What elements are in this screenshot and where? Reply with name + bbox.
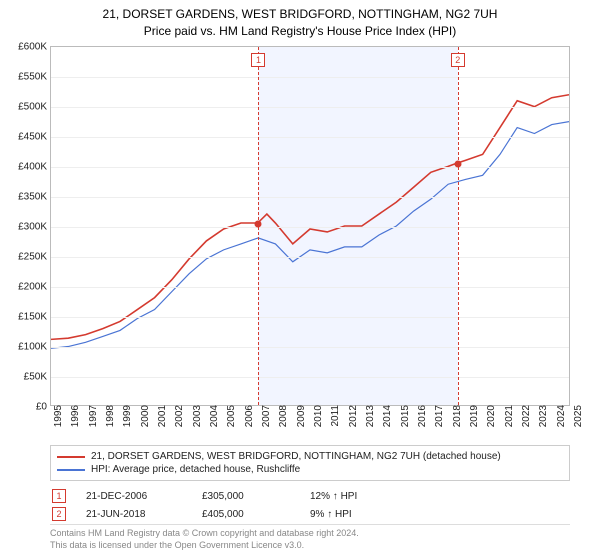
y-tick-label: £550K [18, 72, 51, 83]
y-tick-label: £250K [18, 252, 51, 263]
tx-price: £305,000 [202, 491, 302, 502]
x-tick-label: 2003 [188, 405, 203, 427]
x-tick-label: 2006 [240, 405, 255, 427]
gridline [51, 347, 569, 348]
x-tick-label: 2004 [205, 405, 220, 427]
event-vline [458, 47, 459, 405]
chart-container: 21, DORSET GARDENS, WEST BRIDGFORD, NOTT… [0, 0, 600, 560]
x-tick-label: 2023 [534, 405, 549, 427]
title-line1: 21, DORSET GARDENS, WEST BRIDGFORD, NOTT… [0, 6, 600, 23]
callout-box-icon: 1 [52, 489, 66, 503]
tx-date: 21-DEC-2006 [74, 491, 194, 502]
x-tick-label: 2009 [292, 405, 307, 427]
chart-area: £0£50K£100K£150K£200K£250K£300K£350K£400… [50, 46, 570, 406]
x-tick-label: 2001 [153, 405, 168, 427]
y-tick-label: £350K [18, 192, 51, 203]
x-tick-label: 2013 [361, 405, 376, 427]
x-tick-label: 2007 [257, 405, 272, 427]
y-tick-label: £500K [18, 102, 51, 113]
y-tick-label: £300K [18, 222, 51, 233]
callout-box: 2 [451, 53, 465, 67]
title-block: 21, DORSET GARDENS, WEST BRIDGFORD, NOTT… [0, 0, 600, 40]
y-tick-label: £200K [18, 282, 51, 293]
x-tick-label: 2020 [482, 405, 497, 427]
transactions-table: 1 21-DEC-2006 £305,000 12% ↑ HPI 2 21-JU… [50, 487, 570, 523]
y-tick-label: £150K [18, 312, 51, 323]
footer: Contains HM Land Registry data © Crown c… [50, 524, 570, 551]
y-tick-label: £100K [18, 342, 51, 353]
gridline [51, 227, 569, 228]
x-tick-label: 2024 [552, 405, 567, 427]
gridline [51, 167, 569, 168]
x-tick-label: 2010 [309, 405, 324, 427]
x-tick-label: 1999 [118, 405, 133, 427]
footer-line2: This data is licensed under the Open Gov… [50, 540, 570, 552]
tx-pct: 12% ↑ HPI [310, 491, 430, 502]
gridline [51, 77, 569, 78]
table-row: 2 21-JUN-2018 £405,000 9% ↑ HPI [50, 505, 570, 523]
x-tick-label: 2021 [500, 405, 515, 427]
x-tick-label: 1998 [101, 405, 116, 427]
footer-line1: Contains HM Land Registry data © Crown c… [50, 528, 570, 540]
x-tick-label: 2008 [274, 405, 289, 427]
x-tick-label: 2017 [430, 405, 445, 427]
x-tick-label: 1995 [49, 405, 64, 427]
gridline [51, 107, 569, 108]
x-tick-label: 2002 [170, 405, 185, 427]
tx-pct: 9% ↑ HPI [310, 509, 430, 520]
tx-date: 21-JUN-2018 [74, 509, 194, 520]
legend-label: HPI: Average price, detached house, Rush… [91, 464, 300, 475]
x-tick-label: 2000 [136, 405, 151, 427]
y-tick-label: £600K [18, 42, 51, 53]
legend-row: 21, DORSET GARDENS, WEST BRIDGFORD, NOTT… [57, 450, 563, 463]
x-tick-label: 2022 [517, 405, 532, 427]
callout-box-icon: 2 [52, 507, 66, 521]
gridline [51, 317, 569, 318]
series-line [51, 122, 569, 349]
price-marker [255, 221, 262, 228]
legend-swatch [57, 456, 85, 458]
series-line [51, 95, 569, 340]
legend-row: HPI: Average price, detached house, Rush… [57, 463, 563, 476]
title-line2: Price paid vs. HM Land Registry's House … [0, 23, 600, 40]
x-tick-label: 2011 [326, 405, 341, 427]
gridline [51, 287, 569, 288]
x-tick-label: 2015 [396, 405, 411, 427]
callout-box: 1 [251, 53, 265, 67]
table-row: 1 21-DEC-2006 £305,000 12% ↑ HPI [50, 487, 570, 505]
tx-price: £405,000 [202, 509, 302, 520]
price-marker [454, 161, 461, 168]
x-tick-label: 2014 [378, 405, 393, 427]
x-tick-label: 2019 [465, 405, 480, 427]
x-tick-label: 1996 [66, 405, 81, 427]
x-tick-label: 2025 [569, 405, 584, 427]
gridline [51, 137, 569, 138]
y-tick-label: £450K [18, 132, 51, 143]
y-tick-label: £50K [24, 372, 51, 383]
x-tick-label: 1997 [84, 405, 99, 427]
gridline [51, 197, 569, 198]
x-tick-label: 2012 [344, 405, 359, 427]
y-tick-label: £400K [18, 162, 51, 173]
gridline [51, 377, 569, 378]
legend-swatch [57, 469, 85, 471]
legend-label: 21, DORSET GARDENS, WEST BRIDGFORD, NOTT… [91, 451, 501, 462]
x-tick-label: 2016 [413, 405, 428, 427]
legend: 21, DORSET GARDENS, WEST BRIDGFORD, NOTT… [50, 445, 570, 481]
x-tick-label: 2005 [222, 405, 237, 427]
gridline [51, 257, 569, 258]
x-tick-label: 2018 [448, 405, 463, 427]
plot-svg [51, 47, 569, 405]
